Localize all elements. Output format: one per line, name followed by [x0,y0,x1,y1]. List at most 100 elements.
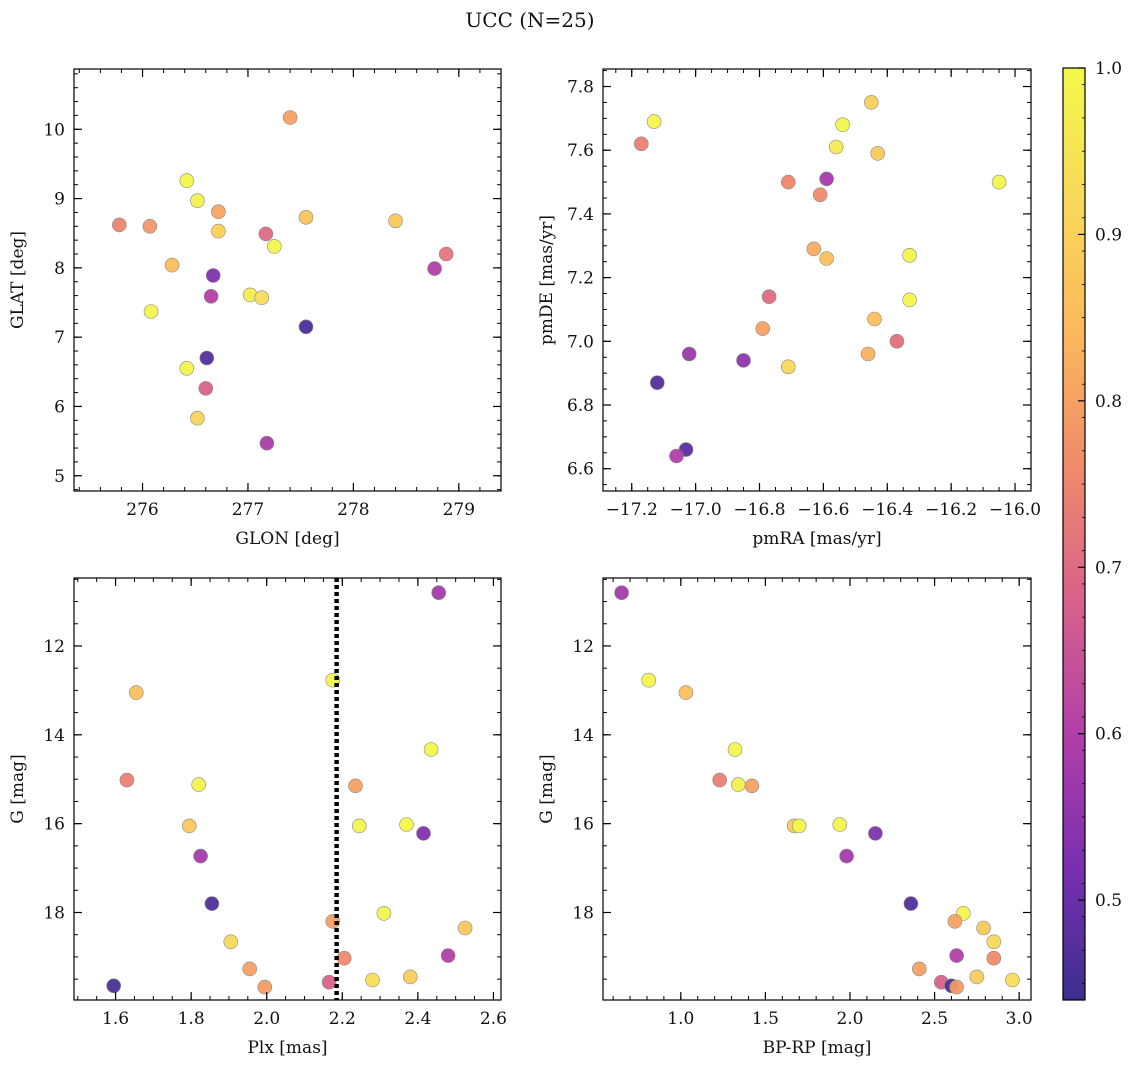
x-tick-label: 2.5 [921,1009,948,1029]
scatter-point [860,346,876,362]
scatter-point [376,906,392,921]
scatter-point [164,257,180,273]
x-axis-label: pmRA [mas/yr] [752,529,881,549]
x-tick-label: −16.2 [925,500,977,520]
x-tick-label: 1.5 [752,1009,779,1029]
tick-marks [74,69,502,491]
colorbar-tick-label: 0.5 [1095,891,1122,911]
scatter-point [119,772,135,788]
x-axis-label: GLON [deg] [235,529,339,549]
panel-glon-glat: 276 277 278 279 5 6 7 8 9 10 GLON [deg] GLAT [deg] [8,68,502,549]
scatter-point [199,350,215,366]
x-tick-label: 1.0 [667,1009,694,1029]
scatter-point [457,920,473,936]
y-tick-label: 18 [43,903,65,923]
scatter-point [143,304,159,319]
x-tick-label: 3.0 [1006,1009,1033,1029]
scatter-point [911,961,927,977]
scatter-point [182,818,197,834]
colorbar-tick-label: 0.9 [1095,225,1122,245]
scatter-point [678,685,694,700]
scatter-point [198,381,214,396]
scatter-point [423,742,439,757]
x-tick-label: −16.6 [797,500,849,520]
scatter-point [868,826,883,841]
scatter-point [681,346,697,362]
scatter-point [991,174,1007,190]
scatter-point [203,288,219,304]
scatter-point [211,223,226,239]
scatter-point [819,251,834,266]
y-tick-label: 14 [572,726,594,746]
scatter-points [112,110,454,451]
axes-frame [602,68,1032,492]
scatter-point [641,672,657,688]
x-tick-label: 2.0 [836,1009,863,1029]
scatter-point [791,818,807,834]
scatter-point [669,448,684,464]
scatter-point [365,972,380,988]
y-tick-label: 14 [43,726,65,746]
scatter-point [388,213,403,229]
scatter-point [438,246,454,262]
scatter-point [112,217,127,233]
scatter-point [986,950,1002,966]
panel-plx-g: 1.6 1.8 2.0 2.2 2.4 2.6 12 14 16 18 Plx [mas] G [ma… [8,577,507,1058]
scatter-point [399,817,414,832]
y-tick-label: 7.0 [567,332,594,352]
scatter-point [986,934,1002,950]
x-axis-label: BP-RP [mag] [763,1038,872,1058]
scatter-point [336,950,352,966]
scatter-point [282,110,298,125]
scatter-point [257,979,273,995]
scatter-point [736,353,751,368]
scatter-point [142,219,158,234]
y-tick-label: 7.4 [567,205,594,225]
scatter-point [259,435,275,451]
y-axis-label: GLAT [deg] [8,231,28,329]
y-tick-label: 8 [54,259,65,279]
colorbar: 0.5 0.6 0.7 0.8 0.9 1.0 [1062,59,1122,1001]
y-tick-label: 7 [54,328,65,348]
y-axis-label: G [mag] [537,754,557,823]
scatter-point [402,969,418,985]
scatter-point [351,818,367,834]
scatter-point [755,321,771,336]
x-tick-label: 279 [443,500,475,520]
y-tick-label: 6 [54,397,65,417]
x-tick-label: −17.2 [606,500,658,520]
y-tick-label: 6.8 [567,396,594,416]
scatter-point [193,848,208,864]
scatter-point [761,289,777,305]
y-tick-label: 9 [54,190,65,210]
x-tick-label: 1.8 [178,1009,205,1029]
scatter-point [646,114,662,129]
x-tick-label: 2.6 [480,1009,507,1029]
scatter-point [106,978,121,994]
panel-bprp-g: 1.0 1.5 2.0 2.5 3.0 12 14 16 18 BP-RP [mag] G [mag… [537,577,1033,1058]
scatter-point [179,360,195,376]
x-axis-label: Plx [mas] [247,1038,327,1058]
scatter-point [780,174,796,190]
scatter-point [969,969,985,985]
x-tick-label: 276 [126,500,158,520]
scatter-point [254,290,270,306]
x-tick-label: 2.2 [329,1009,356,1029]
scatter-point [191,777,206,792]
figure-title: UCC (N=25) [465,8,594,32]
scatter-point [902,292,917,308]
scatter-points [614,585,1020,995]
scatter-point [730,777,746,792]
x-tick-label: −16.0 [989,500,1041,520]
scatter-point [870,146,886,161]
scatter-point [431,585,447,601]
y-tick-label: 7.2 [567,269,594,289]
tick-marks [603,578,1031,1000]
scatter-point [947,914,963,929]
scatter-point [863,95,879,110]
y-tick-label: 6.6 [567,460,594,480]
y-tick-label: 16 [572,815,594,835]
x-tick-label: −16.4 [861,500,913,520]
y-tick-label: 10 [43,120,65,140]
scatter-point [321,974,337,990]
